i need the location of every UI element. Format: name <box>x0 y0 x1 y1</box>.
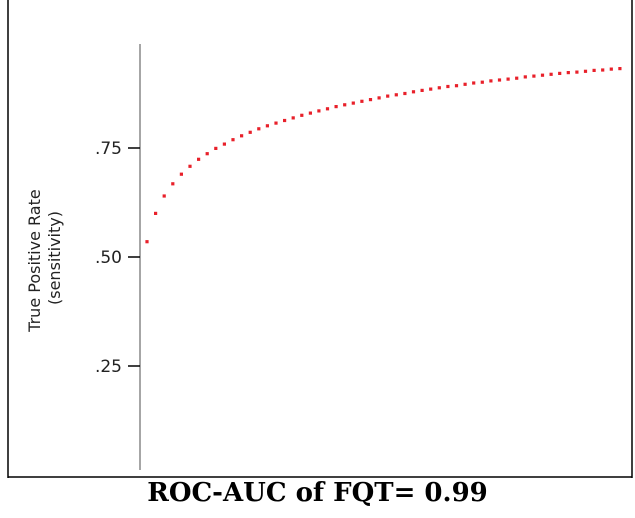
data-point <box>601 68 605 72</box>
data-point <box>325 107 330 111</box>
data-point <box>162 194 166 198</box>
data-point <box>214 146 218 150</box>
roc-curve-points <box>145 67 622 244</box>
data-point <box>231 138 235 142</box>
data-point <box>394 93 398 97</box>
data-point <box>480 80 484 84</box>
y-ticks: .25 .50 .75 <box>95 139 140 377</box>
data-point <box>222 142 226 146</box>
y-tick-label-2: .75 <box>95 139 122 159</box>
data-point <box>248 130 252 134</box>
data-point <box>489 79 493 83</box>
data-point <box>403 91 407 96</box>
data-point <box>179 172 183 176</box>
data-point <box>240 134 244 138</box>
data-point <box>360 99 364 103</box>
data-point <box>463 82 467 86</box>
data-point <box>334 105 338 109</box>
roc-chart: .25 .50 .75 True Positive Rate (sensitivit… <box>7 0 633 478</box>
data-point <box>265 124 269 128</box>
data-point <box>351 101 355 105</box>
data-point <box>583 69 588 73</box>
data-point <box>618 67 622 71</box>
data-point <box>308 111 312 115</box>
data-point <box>437 86 441 90</box>
data-point <box>566 71 570 75</box>
data-point <box>506 77 510 81</box>
data-point <box>420 88 424 92</box>
data-point <box>575 70 579 74</box>
data-point <box>368 98 373 102</box>
data-point <box>197 157 201 161</box>
data-point <box>549 72 553 76</box>
data-point <box>283 118 287 123</box>
data-point <box>523 75 527 79</box>
data-point <box>515 76 519 80</box>
data-point <box>145 240 149 244</box>
chart-caption: ROC-AUC of FQT= 0.99 <box>147 478 488 508</box>
data-point <box>429 87 433 91</box>
data-point <box>540 73 545 77</box>
data-point <box>154 211 158 215</box>
data-point <box>291 116 295 120</box>
y-axis-label-line-2: (sensitivity) <box>45 211 64 305</box>
data-point <box>317 109 321 113</box>
data-point <box>377 96 381 100</box>
data-point <box>257 127 261 131</box>
data-point <box>446 84 450 89</box>
data-point <box>497 78 502 82</box>
data-point <box>386 94 390 98</box>
data-point <box>609 67 613 71</box>
data-point <box>171 182 175 186</box>
data-point <box>454 84 459 88</box>
data-point <box>205 152 209 156</box>
data-point <box>300 113 304 117</box>
y-axis-label: True Positive Rate (sensitivity) <box>25 184 64 333</box>
data-point <box>472 81 476 85</box>
y-tick-label-1: .50 <box>95 248 122 268</box>
data-point <box>188 164 192 168</box>
y-axis-label-line-1: True Positive Rate <box>25 189 44 333</box>
y-tick-label-0: .25 <box>95 357 122 377</box>
data-point <box>274 121 278 125</box>
data-point <box>411 90 416 94</box>
data-point <box>558 71 562 75</box>
data-point <box>532 74 536 78</box>
data-point <box>592 68 596 72</box>
data-point <box>343 103 347 107</box>
